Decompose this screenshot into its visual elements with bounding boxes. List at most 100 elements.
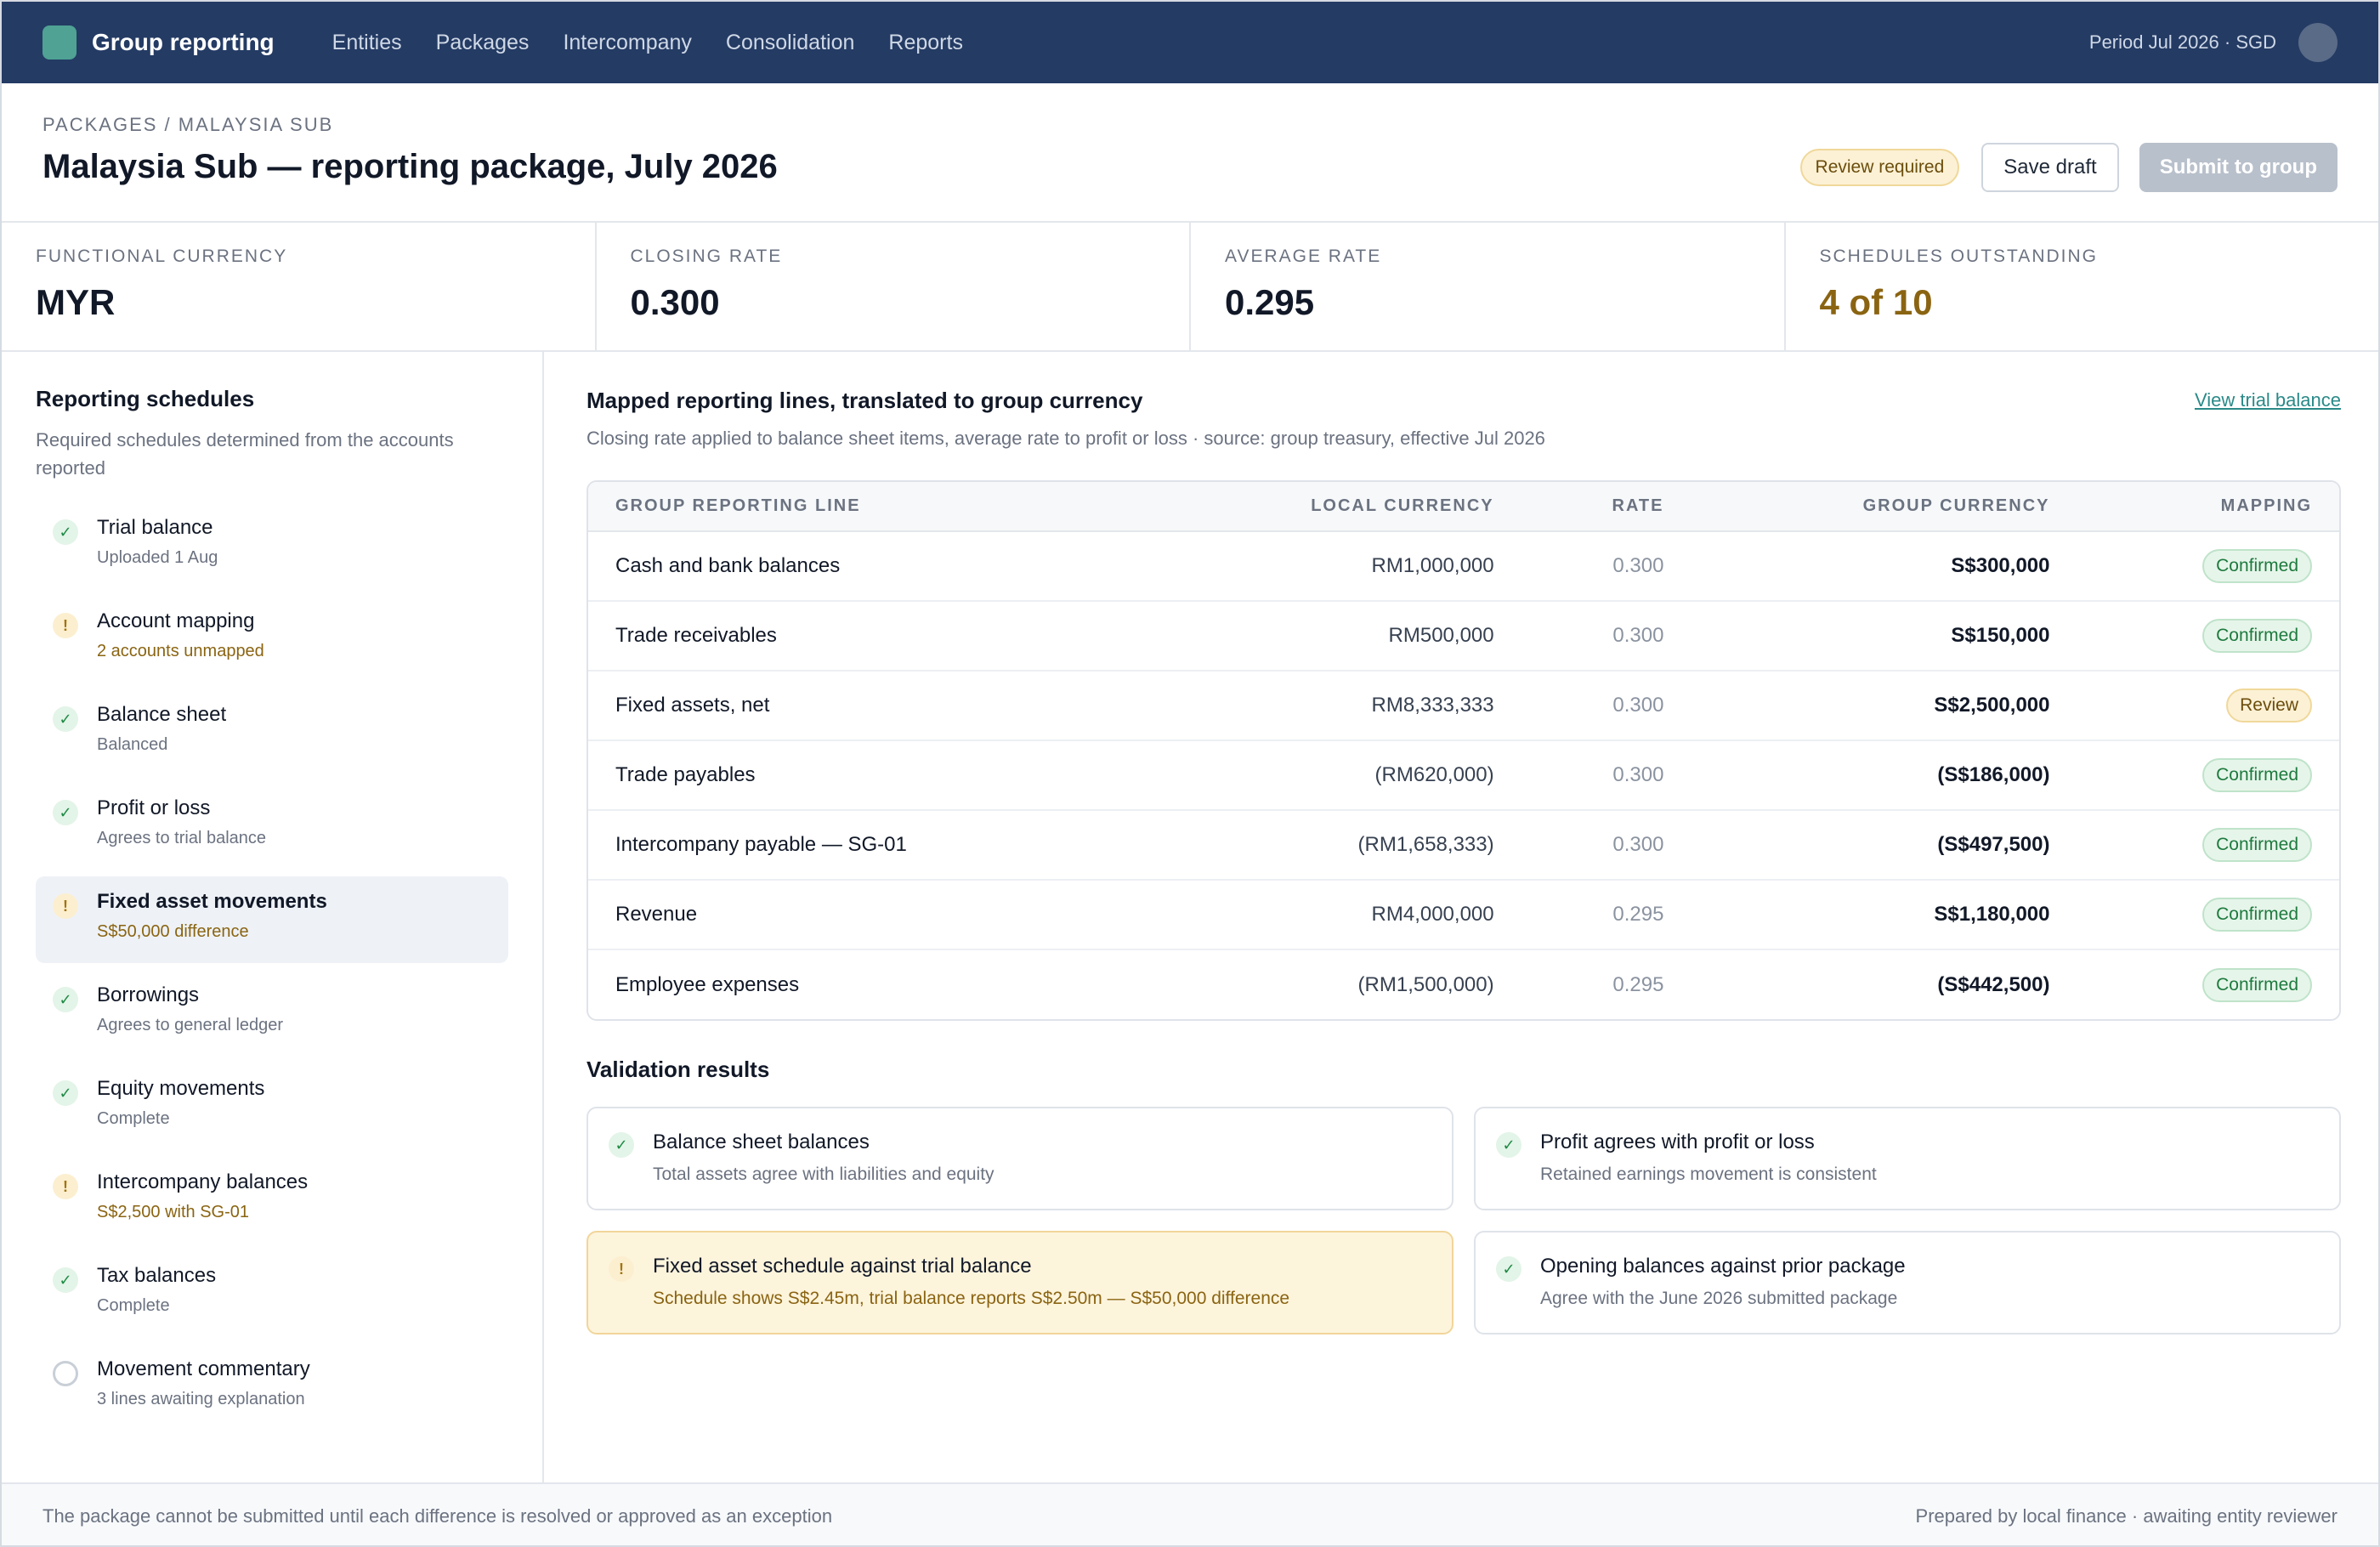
- cell-line: Intercompany payable — SG-01: [588, 810, 1142, 881]
- cell-mapping: Review: [2077, 671, 2339, 741]
- mapping-badge[interactable]: Confirmed: [2202, 549, 2312, 583]
- section-title: Mapped reporting lines, translated to gr…: [586, 388, 1143, 413]
- cell-group: S$1,180,000: [1691, 880, 2077, 950]
- nav-right: Period Jul 2026 · SGD: [2089, 23, 2338, 62]
- mapping-badge[interactable]: Review: [2226, 688, 2312, 722]
- mapping-badge[interactable]: Confirmed: [2202, 619, 2312, 653]
- metric-value: 4 of 10: [1819, 282, 1933, 322]
- cell-local: RM8,333,333: [1141, 671, 1522, 741]
- period-indicator: Period Jul 2026 · SGD: [2088, 31, 2276, 53]
- schedule-trial-balance[interactable]: ✓ Trial balance Uploaded 1 Aug: [36, 502, 508, 589]
- mapping-badge[interactable]: Confirmed: [2202, 828, 2312, 862]
- empty-circle-icon: [53, 1361, 78, 1386]
- cell-line: Fixed assets, net: [588, 671, 1142, 741]
- cell-group: S$2,500,000: [1691, 671, 2077, 741]
- schedule-name: Profit or loss: [97, 796, 211, 819]
- schedule-name: Trial balance: [97, 516, 213, 539]
- metric-closing-rate: CLOSING RATE 0.300: [597, 223, 1191, 350]
- mapping-badge[interactable]: Confirmed: [2202, 898, 2312, 932]
- check-icon: ✓: [53, 1080, 78, 1106]
- table-row[interactable]: Revenue RM4,000,000 0.295 S$1,180,000 Co…: [588, 880, 2339, 950]
- brand-logo-icon: [42, 26, 76, 60]
- schedule-tax-balances[interactable]: ✓ Tax balances Complete: [36, 1250, 508, 1337]
- check-icon: ✓: [53, 1267, 78, 1293]
- schedule-borrowings[interactable]: ✓ Borrowings Agrees to general ledger: [36, 970, 508, 1057]
- main-panel: Mapped reporting lines, translated to gr…: [546, 352, 2378, 1482]
- check-icon: ✓: [53, 987, 78, 1012]
- nav-reports[interactable]: Reports: [888, 30, 963, 54]
- sidebar-title: Reporting schedules: [36, 386, 255, 411]
- mapping-badge[interactable]: Confirmed: [2202, 758, 2312, 792]
- schedule-balance-sheet[interactable]: ✓ Balance sheet Balanced: [36, 689, 508, 776]
- cell-rate: 0.295: [1612, 972, 1664, 996]
- metric-label: FUNCTIONAL CURRENCY: [36, 246, 288, 266]
- table-row[interactable]: Trade payables (RM620,000) 0.300 (S$186,…: [588, 740, 2339, 811]
- schedule-profit-or-loss[interactable]: ✓ Profit or loss Agrees to trial balance: [36, 783, 508, 870]
- status-badge: Review required: [1799, 149, 1960, 186]
- metric-average-rate: AVERAGE RATE 0.295: [1191, 223, 1786, 350]
- cell-rate: 0.300: [1521, 531, 1692, 602]
- brand[interactable]: Group reporting: [42, 26, 275, 60]
- table-row[interactable]: Cash and bank balances RM1,000,000 0.300…: [588, 531, 2339, 602]
- column-header-mapping[interactable]: MAPPING: [2077, 482, 2339, 532]
- nav-intercompany[interactable]: Intercompany: [563, 30, 692, 54]
- schedule-name: Intercompany balances: [97, 1170, 309, 1193]
- metric-value: MYR: [36, 282, 116, 322]
- column-header-local[interactable]: LOCAL CURRENCY: [1141, 482, 1522, 532]
- metric-value: 0.295: [1225, 282, 1315, 322]
- column-header-rate[interactable]: RATE: [1521, 482, 1692, 532]
- exclamation-icon: !: [609, 1256, 634, 1282]
- check-icon: ✓: [609, 1132, 634, 1158]
- schedule-intercompany-balances[interactable]: ! Intercompany balances S$2,500 with SG-…: [36, 1157, 508, 1244]
- schedule-name: Fixed asset movements: [97, 890, 327, 913]
- exclamation-icon: !: [53, 1174, 78, 1199]
- table-row[interactable]: Trade receivables RM500,000 0.300 S$150,…: [588, 601, 2339, 672]
- validation-desc: Retained earnings movement is consistent: [1540, 1164, 1877, 1184]
- metric-label: SCHEDULES OUTSTANDING: [1819, 246, 2098, 266]
- reporting-lines-table: GROUP REPORTING LINE LOCAL CURRENCY RATE…: [586, 480, 2341, 1021]
- main-header: Mapped reporting lines, translated to gr…: [586, 388, 2341, 450]
- validation-card[interactable]: ✓ Profit agrees with profit or loss Reta…: [1474, 1107, 2341, 1210]
- validation-card[interactable]: ! Fixed asset schedule against trial bal…: [586, 1231, 1454, 1334]
- submit-to-group-button[interactable]: Submit to group: [2139, 143, 2338, 192]
- check-icon: ✓: [1496, 1256, 1522, 1282]
- validation-card[interactable]: ✓ Opening balances against prior package…: [1474, 1231, 2341, 1334]
- validation-grid: ✓ Balance sheet balances Total assets ag…: [586, 1107, 2341, 1334]
- save-draft-button[interactable]: Save draft: [1981, 143, 2119, 192]
- cell-local: RM500,000: [1141, 601, 1522, 672]
- table-row[interactable]: Intercompany payable — SG-01 (RM1,658,33…: [588, 810, 2339, 881]
- schedule-name: Equity movements: [97, 1077, 265, 1100]
- nav-packages[interactable]: Packages: [435, 30, 530, 54]
- metric-label: AVERAGE RATE: [1225, 246, 1382, 266]
- column-header-group[interactable]: GROUP CURRENCY: [1691, 482, 2077, 532]
- mapping-badge[interactable]: Confirmed: [2202, 967, 2312, 1002]
- schedule-note: Complete: [97, 1296, 170, 1315]
- cell-line: Trade payables: [588, 740, 1142, 811]
- footer-message: The package cannot be submitted until ea…: [42, 1505, 833, 1527]
- cell-mapping: Confirmed: [2077, 949, 2339, 1019]
- breadcrumb[interactable]: PACKAGES / MALAYSIA SUB: [42, 114, 334, 135]
- schedule-movement-commentary[interactable]: Movement commentary 3 lines awaiting exp…: [36, 1344, 508, 1431]
- cell-line: Revenue: [588, 880, 1142, 950]
- column-header-line[interactable]: GROUP REPORTING LINE: [588, 482, 1142, 532]
- schedule-equity-movements[interactable]: ✓ Equity movements Complete: [36, 1063, 508, 1150]
- view-trial-balance-link[interactable]: View trial balance: [2194, 389, 2341, 411]
- table-row[interactable]: Fixed assets, net RM8,333,333 0.300 S$2,…: [588, 671, 2339, 741]
- footer-bar: The package cannot be submitted until ea…: [2, 1482, 2378, 1545]
- schedule-account-mapping[interactable]: ! Account mapping 2 accounts unmapped: [36, 596, 508, 683]
- schedule-name: Tax balances: [97, 1264, 217, 1287]
- nav-entities[interactable]: Entities: [332, 30, 402, 54]
- nav-consolidation[interactable]: Consolidation: [725, 30, 855, 54]
- cell-local: (RM620,000): [1141, 740, 1522, 811]
- validation-name: Fixed asset schedule against trial balan…: [653, 1255, 1032, 1278]
- table-row[interactable]: Employee expenses (RM1,500,000) 0.295 (S…: [588, 949, 2339, 1019]
- brand-name: Group reporting: [92, 29, 275, 55]
- cell-group: S$150,000: [1691, 601, 2077, 672]
- schedule-note: Agrees to trial balance: [97, 829, 267, 847]
- validation-card[interactable]: ✓ Balance sheet balances Total assets ag…: [586, 1107, 1454, 1210]
- avatar[interactable]: [2298, 23, 2338, 62]
- schedule-fixed-asset-movements[interactable]: ! Fixed asset movements S$50,000 differe…: [36, 876, 508, 963]
- exclamation-icon: !: [53, 613, 78, 638]
- cell-rate: 0.295: [1521, 880, 1692, 950]
